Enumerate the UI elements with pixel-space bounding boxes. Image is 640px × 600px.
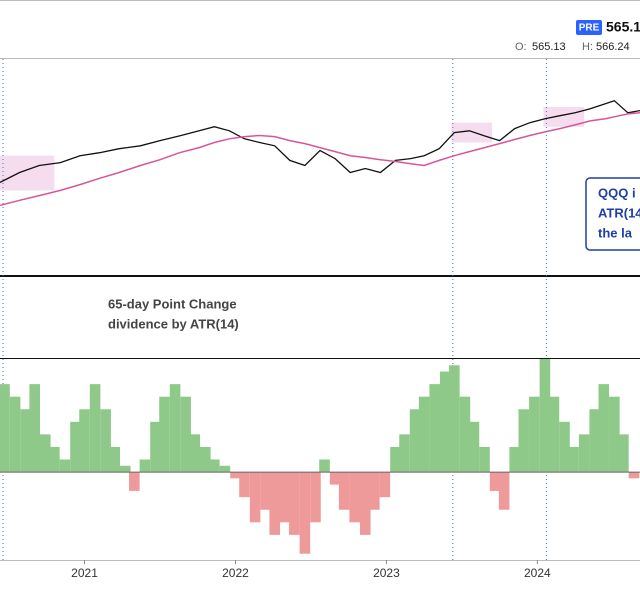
histogram-bar	[239, 472, 250, 498]
histogram-bar	[539, 359, 551, 473]
histogram-bar	[260, 472, 271, 510]
histogram-bar	[310, 472, 321, 523]
highlight-region	[451, 122, 493, 143]
price-line	[0, 99, 640, 183]
histogram-bar	[120, 465, 131, 473]
histogram-bar	[369, 472, 380, 510]
histogram-bar	[9, 396, 21, 473]
histogram-bar	[390, 446, 401, 473]
histogram-bar	[578, 434, 590, 473]
x-tick-label: 2021	[71, 566, 98, 580]
histogram-bar	[568, 446, 579, 473]
histogram-bar	[429, 384, 440, 473]
histogram-bar	[79, 409, 90, 473]
histogram-bar	[379, 472, 391, 498]
x-tick-label: 2024	[524, 566, 551, 580]
histogram-bar	[559, 421, 570, 473]
highlight-region	[543, 106, 585, 127]
pre-badge	[576, 20, 602, 35]
histogram-bar	[249, 472, 261, 523]
histogram-bar	[70, 421, 81, 473]
histogram-bar	[548, 396, 560, 473]
histogram-bar	[449, 365, 460, 473]
histogram-bar	[49, 446, 60, 473]
histogram-bar	[169, 384, 181, 473]
annotation: QQQ i ATR(14 the la	[585, 177, 640, 251]
annotation-text: ATR(14	[598, 205, 640, 220]
histogram-bar	[529, 396, 540, 473]
histogram-bar	[338, 472, 350, 510]
histogram-bar	[418, 396, 430, 473]
histogram-bar	[498, 472, 510, 510]
annotation-box	[585, 177, 640, 251]
histogram-bar	[479, 446, 490, 473]
histogram-bar	[109, 446, 120, 473]
histogram-bar	[319, 459, 330, 473]
histogram-bar	[598, 384, 610, 473]
annotation-text: the la	[598, 225, 633, 240]
open-label: O:	[515, 41, 527, 53]
histogram-bar	[489, 472, 501, 491]
histogram-bar	[129, 472, 140, 491]
histogram-bar	[159, 396, 170, 473]
pre-label: PRE	[579, 23, 600, 34]
histogram-bar	[40, 434, 51, 473]
histogram-bar	[509, 446, 520, 473]
histogram-bar	[468, 421, 480, 473]
histogram-bar	[89, 384, 101, 473]
histogram-bar	[180, 396, 191, 473]
histogram-bar	[618, 434, 629, 473]
price-line	[0, 112, 640, 207]
indicator-label: dividence by ATR(14)	[108, 316, 239, 331]
histogram-bar	[299, 472, 311, 554]
histogram-bar	[518, 409, 530, 473]
indicator-label: 65-day Point Change	[108, 296, 237, 311]
highlight-region	[0, 155, 55, 191]
histogram-bar	[349, 472, 360, 523]
histogram-bar	[100, 409, 111, 473]
annotation-text: QQQ i	[598, 185, 636, 200]
histogram-bar	[230, 472, 241, 479]
histogram-bar	[209, 459, 220, 473]
histogram-bar	[150, 421, 161, 473]
open-value: 565.13	[532, 41, 566, 53]
histogram-bar	[329, 472, 341, 485]
high-value: 566.24	[596, 41, 630, 53]
high-label: H:	[582, 41, 593, 53]
histogram-bar	[59, 459, 71, 473]
last-price: 565.1	[606, 19, 640, 35]
histogram-bar	[409, 409, 421, 473]
histogram-bar	[0, 384, 10, 473]
histogram-bar	[360, 472, 371, 535]
histogram-bar	[29, 384, 40, 473]
histogram-bar	[459, 396, 471, 473]
histogram-bar	[189, 434, 200, 473]
x-tick-label: 2022	[222, 566, 249, 580]
histogram-bar	[20, 409, 31, 473]
histogram-bar	[399, 434, 410, 473]
histogram-bar	[609, 396, 620, 473]
histogram-bar	[280, 472, 291, 523]
histogram-bar	[139, 459, 151, 473]
histogram-bar	[289, 472, 300, 535]
histogram-bar	[269, 472, 280, 535]
x-tick-label: 2023	[373, 566, 400, 580]
histogram-bar	[440, 371, 451, 473]
histogram-bar	[219, 465, 231, 473]
histogram-bar	[628, 472, 640, 479]
histogram-bar	[589, 409, 600, 473]
histogram-bar	[200, 446, 211, 473]
